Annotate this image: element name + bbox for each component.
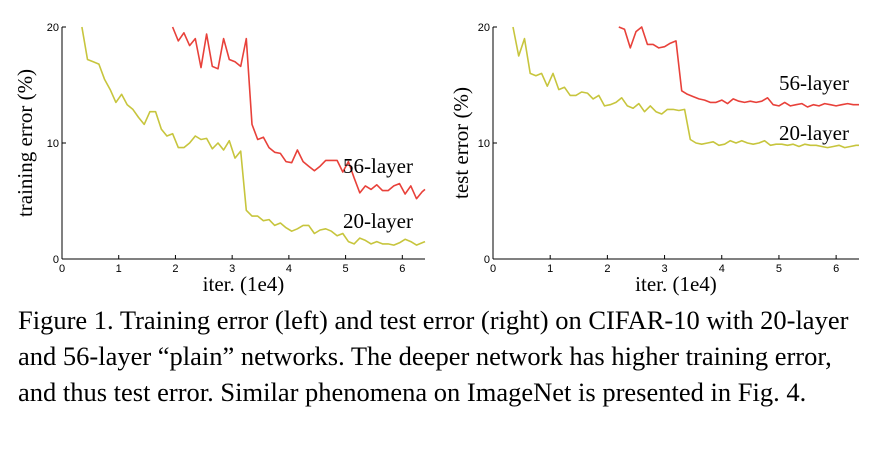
training-series-line-20-layer [81,26,426,246]
test-y-axis-label: test error (%) [449,87,473,199]
test-x-tick-label: 5 [776,263,782,275]
training-x-axis-label: iter. (1e4) [203,272,285,296]
training-y-tick-label: 20 [47,22,59,34]
test-y-tick-label: 10 [478,138,490,150]
test-x-tick-label: 2 [604,263,610,275]
training-x-tick-label: 2 [172,263,178,275]
training-series-line-56-layer [171,26,426,200]
test-x-tick-label: 6 [833,263,839,275]
test-series-label-56-layer: 56-layer [779,71,849,95]
training-x-tick-label: 6 [399,263,405,275]
training-series-label-20-layer: 20-layer [343,209,413,233]
test-y-tick-label: 20 [478,22,490,34]
training-x-tick-label: 0 [59,263,65,275]
test-x-tick-label: 1 [547,263,553,275]
training-y-axis-label: training error (%) [13,69,37,217]
test-x-tick-label: 0 [490,263,496,275]
test-series-label-20-layer: 20-layer [779,121,849,145]
test-x-axis-label: iter. (1e4) [635,272,717,296]
test-series-line-20-layer [512,26,859,149]
training-x-tick-label: 4 [286,263,292,275]
training-y-tick-label: 10 [47,138,59,150]
test-series-line-56-layer [618,26,859,108]
test-y-tick-label: 0 [484,254,490,266]
test-x-tick-label: 3 [662,263,668,275]
training-series-label-56-layer: 56-layer [343,154,413,178]
training-x-tick-label: 3 [229,263,235,275]
training-x-tick-label: 5 [343,263,349,275]
training-y-tick-label: 0 [53,254,59,266]
training-x-tick-label: 1 [116,263,122,275]
figure-caption: Figure 1. Training error (left) and test… [18,305,849,407]
test-x-tick-label: 4 [719,263,725,275]
